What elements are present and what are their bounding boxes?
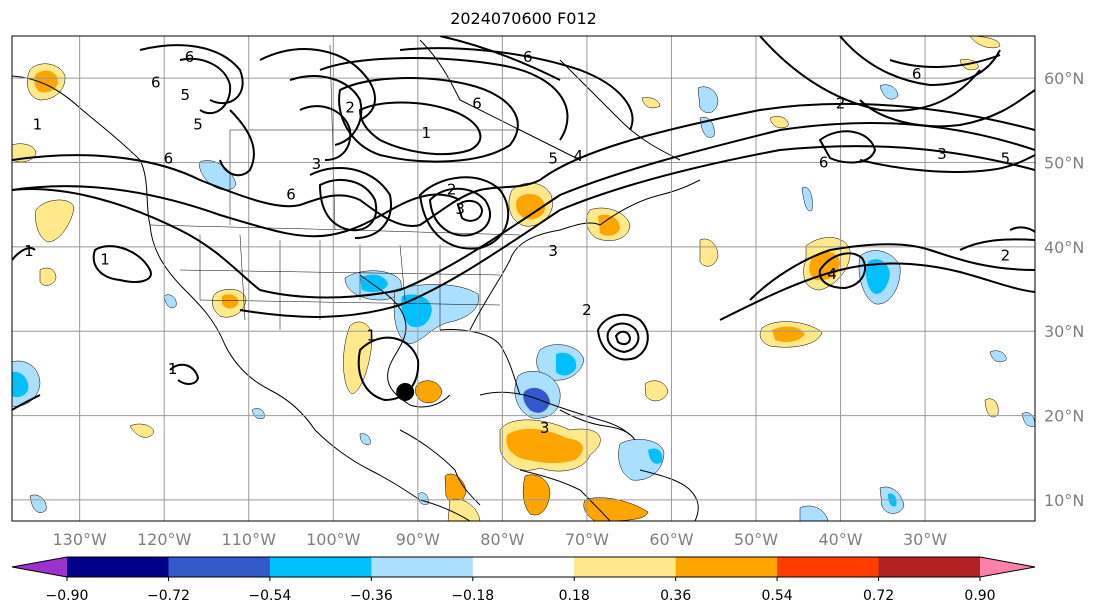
contour-label: 4 [574,147,584,165]
longitude-label: 40°W [818,530,862,549]
contour-label: 6 [819,154,829,172]
longitude-label: 70°W [565,530,609,549]
contour-label: 1 [421,124,431,142]
contour-label: 2 [447,181,457,199]
contour-label: 3 [548,242,558,260]
contour-label: 1 [367,326,377,344]
longitude-label: 50°W [734,530,778,549]
longitude-label: 60°W [649,530,693,549]
latitude-label: 20°N [1044,407,1084,426]
latitude-label: 30°N [1044,322,1084,341]
contour-label: 6 [151,73,161,91]
longitude-label: 120°W [137,530,192,549]
colorbar-segment [168,557,271,577]
colorbar-tick-label: −0.72 [147,588,190,604]
contour-label: 3 [540,419,550,437]
latitude-label: 50°N [1044,154,1084,173]
storm-center-marker [396,382,415,401]
map-title: 2024070600 F012 [450,9,597,28]
colorbar-tick-label: −0.54 [248,588,291,604]
colorbar-tick-label: −0.90 [46,588,89,604]
colorbar-segment [472,557,575,577]
contour-label: 6 [912,65,922,83]
gridlines [12,36,1035,521]
colorbar-segment [67,557,169,577]
longitude-tick-labels: 130°W 120°W 110°W 100°W 90°W 80°W 70°W 60°W 50°W… [52,530,947,549]
contour-label: 6 [185,48,195,66]
colorbar-tick-label: −0.36 [350,588,393,604]
contour-label: 6 [472,94,482,112]
contour-label: 1 [24,242,34,260]
colorbar-tick-label: 0.72 [863,588,894,604]
colorbar-tick-label: −0.18 [451,588,494,604]
longitude-label: 30°W [903,530,947,549]
colorbar-extend-min [12,557,67,577]
contour-label: 3 [937,145,947,163]
latitude-tick-labels: 10°N 20°N 30°N 40°N 50°N 60°N [1044,69,1084,510]
map-frame [11,35,1036,522]
contour-label: 2 [1001,246,1011,264]
colorbar-segment [675,557,778,577]
colorbar-tick-label: 0.36 [660,588,691,604]
latitude-label: 60°N [1044,69,1084,88]
colorbar-tick-label: 0.18 [559,588,590,604]
colorbar-segment [574,557,677,577]
colorbar: −0.90 −0.72 −0.54 −0.36 −0.18 0.18 0.36 0.54 0.7… [11,556,1036,604]
colorbar-segment [371,557,474,577]
latitude-label: 10°N [1044,491,1084,510]
colorbar-extend-max [980,557,1035,577]
longitude-label: 130°W [52,530,107,549]
coastlines [12,39,701,521]
latitude-label: 40°N [1044,238,1084,257]
contour-label: 5 [193,116,203,134]
positive-anomaly-shading [12,36,1001,521]
contour-label: 5 [548,149,558,167]
contour-label: 1 [100,251,110,269]
contour-label: 2 [836,94,846,112]
contour-label: 5 [1001,149,1011,167]
longitude-label: 110°W [222,530,277,549]
colorbar-tick-label: 0.90 [964,588,995,604]
contour-label: 3 [312,155,322,173]
longitude-label: 100°W [306,530,361,549]
contour-lines [12,36,1035,411]
contour-label: 2 [345,99,355,117]
longitude-label: 80°W [480,530,524,549]
contour-label: 4 [827,265,837,283]
contour-label: 2 [582,301,592,319]
colorbar-tick-label: 0.54 [762,588,793,604]
colorbar-segment [878,557,981,577]
contour-label: 6 [164,149,174,167]
contour-label: 1 [168,360,178,378]
colorbar-segment [777,557,880,577]
contour-label: 6 [523,48,533,66]
contour-label: 5 [181,86,191,104]
contour-label: 6 [286,186,296,204]
contour-label: 3 [455,200,465,218]
contour-label: 1 [33,116,43,134]
colorbar-segment [269,557,372,577]
longitude-label: 90°W [396,530,440,549]
